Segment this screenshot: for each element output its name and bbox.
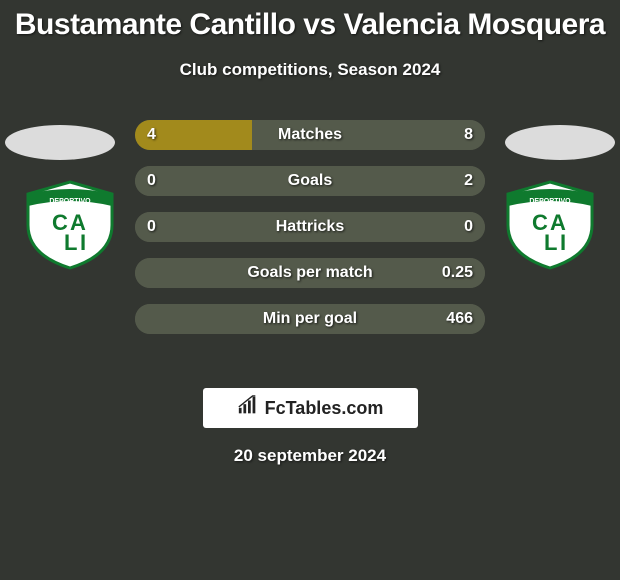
stat-row: Min per goal466 xyxy=(135,304,485,334)
stat-value-left: 4 xyxy=(147,120,156,150)
stat-label: Hattricks xyxy=(135,212,485,242)
chart-icon xyxy=(237,395,259,422)
svg-text:L: L xyxy=(64,230,77,255)
club-badge-left: DEPORTIVO C A L I xyxy=(20,180,120,270)
stat-label: Goals per match xyxy=(135,258,485,288)
stat-value-right: 8 xyxy=(464,120,473,150)
stat-value-right: 0 xyxy=(464,212,473,242)
player-right-avatar-placeholder xyxy=(505,125,615,160)
club-badge-right: DEPORTIVO C A L I xyxy=(500,180,600,270)
comparison-infographic: Bustamante Cantillo vs Valencia Mosquera… xyxy=(0,0,620,580)
stat-row: Goals0 2 xyxy=(135,166,485,196)
brand-box: FcTables.com xyxy=(203,388,418,428)
stat-label: Goals xyxy=(135,166,485,196)
stat-row: Hattricks0 0 xyxy=(135,212,485,242)
player-left-avatar-placeholder xyxy=(5,125,115,160)
stat-value-right: 466 xyxy=(446,304,473,334)
stat-value-right: 0.25 xyxy=(442,258,473,288)
brand-text: FcTables.com xyxy=(265,398,384,419)
svg-text:I: I xyxy=(80,230,86,255)
svg-text:L: L xyxy=(544,230,557,255)
svg-text:I: I xyxy=(560,230,566,255)
svg-text:DEPORTIVO: DEPORTIVO xyxy=(529,198,571,205)
stat-value-left: 0 xyxy=(147,166,156,196)
svg-text:DEPORTIVO: DEPORTIVO xyxy=(49,198,91,205)
stat-label: Min per goal xyxy=(135,304,485,334)
stat-row: Matches4 8 xyxy=(135,120,485,150)
stat-bars: Matches48Goals02Hattricks00Goals per mat… xyxy=(135,120,485,350)
stat-label: Matches xyxy=(135,120,485,150)
page-subtitle: Club competitions, Season 2024 xyxy=(0,60,620,80)
date-line: 20 september 2024 xyxy=(0,446,620,466)
stat-value-right: 2 xyxy=(464,166,473,196)
stat-value-left: 0 xyxy=(147,212,156,242)
stat-row: Goals per match0.25 xyxy=(135,258,485,288)
page-title: Bustamante Cantillo vs Valencia Mosquera xyxy=(0,0,620,42)
